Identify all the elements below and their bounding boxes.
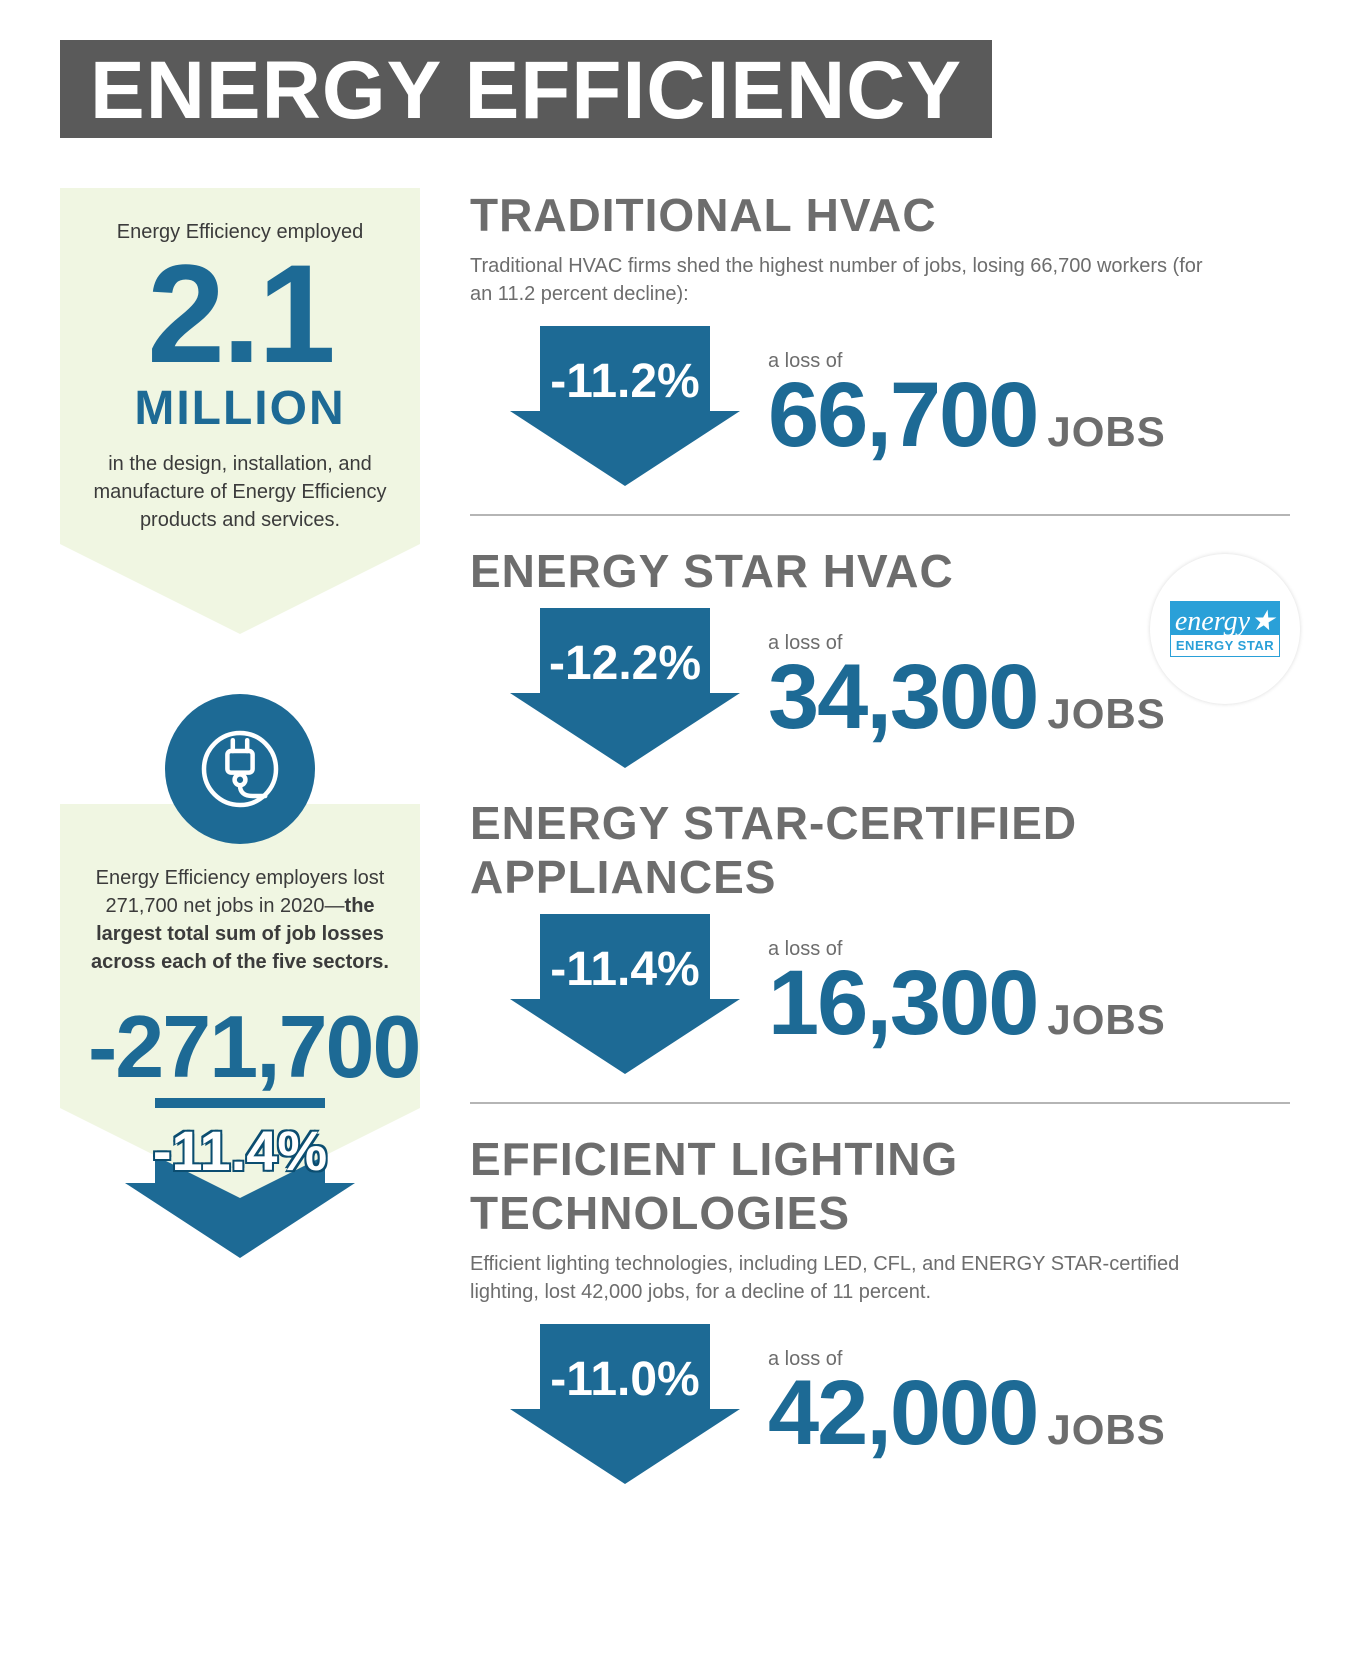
energy-star-script: energy★ [1170,601,1280,634]
arrow-percent: -11.4% [510,942,740,997]
card1-outro: in the design, installation, and manufac… [88,450,392,534]
down-arrow-icon: -12.2% [510,608,740,768]
down-arrow-icon: -11.0% [510,1324,740,1484]
loss-number: 16,300JOBS [768,957,1166,1049]
card2-text: Energy Efficiency employers lost 271,700… [88,864,392,976]
arrow-percent: -11.0% [510,1352,740,1407]
card2-text-plain: Energy Efficiency employers lost 271,700… [96,867,385,917]
star-icon: ★ [1250,609,1275,634]
section-desc: Traditional HVAC firms shed the highest … [470,252,1230,308]
section-title: ENERGY STAR-CERTIFIED APPLIANCES [470,796,1290,904]
plug-icon-svg [195,724,285,814]
job-loss-card: Energy Efficiency employers lost 271,700… [60,804,420,1108]
section-2: ENERGY STAR-CERTIFIED APPLIANCES -11.4% … [470,796,1290,1074]
section-1: ENERGY STAR HVAC energy★ ENERGY STAR -12… [470,544,1290,768]
card1-unit: MILLION [88,381,392,436]
section-title: TRADITIONAL HVAC [470,188,1290,242]
loss-block: a loss of 16,300JOBS [768,938,1166,1049]
section-3: EFFICIENT LIGHTING TECHNOLOGIES Efficien… [470,1132,1290,1484]
arrow-percent: -12.2% [510,636,740,691]
down-arrow-icon: -11.4% [510,914,740,1074]
left-column: Energy Efficiency employed 2.1 MILLION i… [60,188,420,1512]
loss-unit: JOBS [1047,999,1165,1041]
employment-card: Energy Efficiency employed 2.1 MILLION i… [60,188,420,544]
loss-block: a loss of 42,000JOBS [768,1348,1166,1459]
loss-block: a loss of 34,300JOBS [768,632,1166,743]
card1-number: 2.1 [88,254,392,373]
loss-number: 42,000JOBS [768,1367,1166,1459]
section-desc: Efficient lighting technologies, includi… [470,1250,1230,1306]
loss-number: 66,700JOBS [768,369,1166,461]
right-column: TRADITIONAL HVAC Traditional HVAC firms … [470,188,1290,1512]
section-title: EFFICIENT LIGHTING TECHNOLOGIES [470,1132,1290,1240]
section-0: TRADITIONAL HVAC Traditional HVAC firms … [470,188,1290,486]
main-grid: Energy Efficiency employed 2.1 MILLION i… [60,188,1290,1512]
down-arrow-icon: -11.2% [510,326,740,486]
energy-star-badge: energy★ ENERGY STAR [1150,554,1300,704]
energy-star-label: ENERGY STAR [1170,634,1280,657]
section-divider [470,514,1290,516]
section-divider [470,1102,1290,1104]
plug-icon [165,694,315,844]
page-title-block: ENERGY EFFICIENCY [60,40,992,138]
card2-number: -271,700 [88,996,392,1098]
loss-unit: JOBS [1047,1409,1165,1451]
card2-percent: -11.4% [153,1118,327,1183]
page-title: ENERGY EFFICIENCY [90,52,962,130]
stat-row: -11.0% a loss of 42,000JOBS [470,1324,1290,1484]
arrow-percent: -11.2% [510,354,740,409]
loss-number: 34,300JOBS [768,651,1166,743]
loss-unit: JOBS [1047,693,1165,735]
loss-block: a loss of 66,700JOBS [768,350,1166,461]
stat-row: -11.4% a loss of 16,300JOBS [470,914,1290,1074]
energy-star-box: energy★ ENERGY STAR [1170,601,1280,657]
stat-row: -11.2% a loss of 66,700JOBS [470,326,1290,486]
loss-unit: JOBS [1047,411,1165,453]
